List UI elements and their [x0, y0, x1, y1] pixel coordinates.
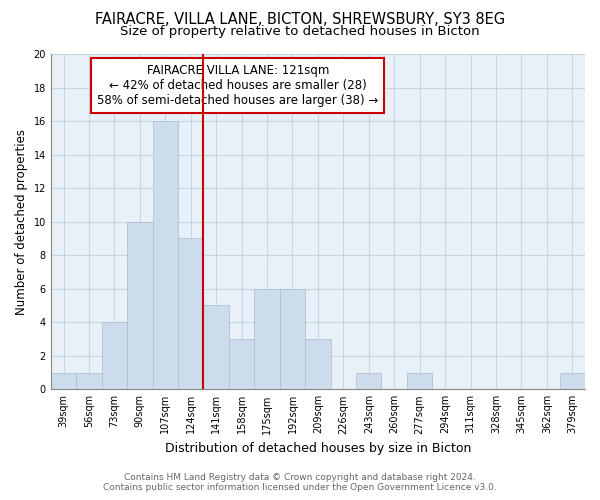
Bar	[101, 322, 127, 390]
Text: FAIRACRE VILLA LANE: 121sqm
← 42% of detached houses are smaller (28)
58% of sem: FAIRACRE VILLA LANE: 121sqm ← 42% of det…	[97, 64, 379, 107]
Bar	[51, 372, 76, 390]
Bar	[356, 372, 382, 390]
Bar	[127, 222, 152, 390]
Text: Contains HM Land Registry data © Crown copyright and database right 2024.
Contai: Contains HM Land Registry data © Crown c…	[103, 473, 497, 492]
Bar	[305, 339, 331, 390]
Text: FAIRACRE, VILLA LANE, BICTON, SHREWSBURY, SY3 8EG: FAIRACRE, VILLA LANE, BICTON, SHREWSBURY…	[95, 12, 505, 28]
Bar	[280, 288, 305, 390]
Bar	[229, 339, 254, 390]
Bar	[76, 372, 101, 390]
Bar	[560, 372, 585, 390]
Bar	[254, 288, 280, 390]
Y-axis label: Number of detached properties: Number of detached properties	[15, 128, 28, 314]
X-axis label: Distribution of detached houses by size in Bicton: Distribution of detached houses by size …	[165, 442, 471, 455]
Bar	[407, 372, 433, 390]
Bar	[152, 121, 178, 390]
Text: Size of property relative to detached houses in Bicton: Size of property relative to detached ho…	[120, 25, 480, 38]
Bar	[178, 238, 203, 390]
Bar	[203, 306, 229, 390]
